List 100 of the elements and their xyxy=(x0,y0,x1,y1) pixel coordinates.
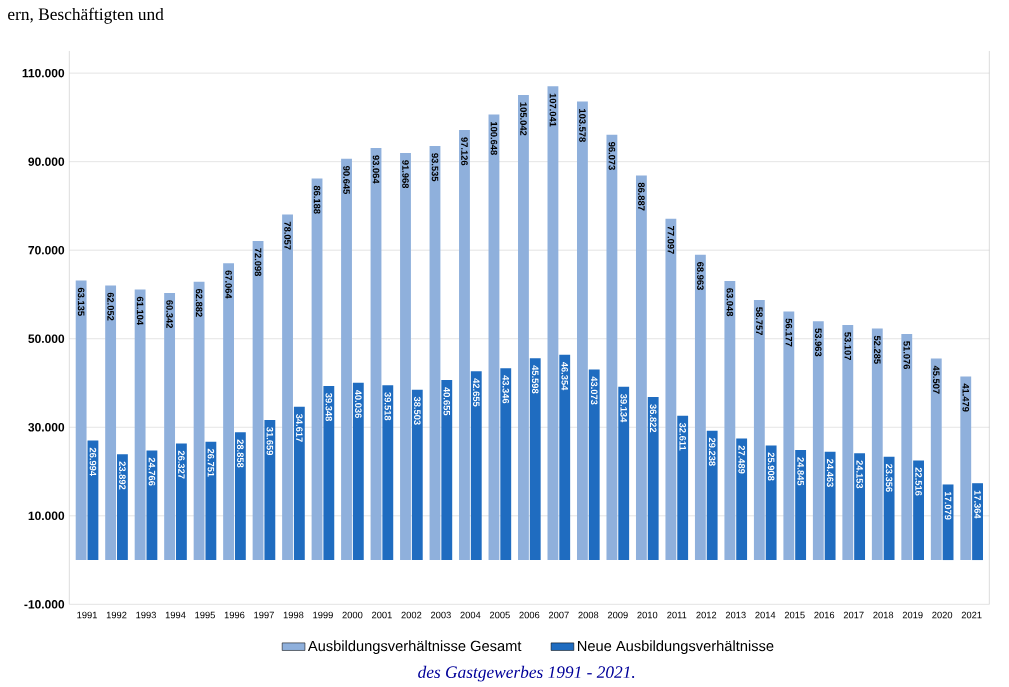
data-label: 24.153 xyxy=(856,460,863,489)
x-tick-label: 2020 xyxy=(932,611,953,619)
data-label: 45.507 xyxy=(932,365,940,394)
data-label: 51.076 xyxy=(903,341,911,370)
x-tick-label: 2016 xyxy=(814,611,835,619)
legend-label: Ausbildungsverhältnisse Gesamt xyxy=(307,640,522,655)
y-tick-label: 90.000 xyxy=(28,157,65,166)
x-tick-label: 2004 xyxy=(460,611,481,619)
data-label: 52.285 xyxy=(874,335,881,364)
legend-label: Neue Ausbildungsverhältnisse xyxy=(577,640,774,655)
data-label: 31.659 xyxy=(266,427,274,456)
bar xyxy=(588,369,600,561)
data-label: 61.104 xyxy=(136,296,144,325)
bar xyxy=(323,385,335,561)
data-label: 26.327 xyxy=(178,450,185,479)
bar xyxy=(518,95,529,561)
data-label: 42.655 xyxy=(472,378,480,407)
data-label: 36.822 xyxy=(649,404,657,433)
data-label: 77.097 xyxy=(667,226,675,254)
data-label: 24.766 xyxy=(148,457,156,486)
y-tick-label: 50.000 xyxy=(28,334,65,343)
x-tick-label: 2018 xyxy=(873,611,894,619)
data-label: 100.648 xyxy=(490,122,498,155)
y-tick-label: 30.000 xyxy=(28,423,65,432)
data-label: 90.645 xyxy=(343,166,350,195)
bar xyxy=(175,443,187,561)
bar xyxy=(647,397,659,561)
bar xyxy=(193,281,205,561)
bar xyxy=(930,358,942,561)
x-tick-label: 1996 xyxy=(224,611,245,619)
x-tick-label: 2011 xyxy=(667,611,687,619)
bar xyxy=(795,450,807,561)
x-tick-label: 2009 xyxy=(607,611,628,619)
x-tick-label: 2002 xyxy=(401,611,422,619)
bar xyxy=(694,254,706,561)
data-label: 62.052 xyxy=(107,292,114,321)
x-tick-label: 2012 xyxy=(696,611,717,619)
data-label: 28.858 xyxy=(237,439,244,468)
text: ern, Beschäftigten und xyxy=(8,7,164,24)
data-label: 46.354 xyxy=(561,361,569,391)
bar xyxy=(606,134,618,561)
bar xyxy=(264,419,276,561)
bar xyxy=(753,299,765,561)
data-label: 78.057 xyxy=(284,221,291,250)
data-label: 93.064 xyxy=(372,155,380,184)
x-tick-label: 2013 xyxy=(725,611,746,619)
x-tick-label: 2017 xyxy=(843,611,864,619)
x-tick-label: 2003 xyxy=(430,611,451,619)
bar xyxy=(459,130,470,561)
data-label: 97.126 xyxy=(461,137,468,166)
x-tick-label: 2007 xyxy=(548,611,569,619)
data-label: 107.041 xyxy=(549,93,557,127)
data-label: 25.908 xyxy=(767,452,775,481)
bar xyxy=(341,158,352,561)
data-label: 40.655 xyxy=(443,387,451,416)
data-label: 41.479 xyxy=(962,383,970,412)
data-label: 43.073 xyxy=(590,376,598,405)
bar xyxy=(411,389,423,561)
data-label: 17.364 xyxy=(974,490,981,519)
bar xyxy=(282,214,293,561)
data-label: 27.489 xyxy=(738,445,745,474)
bar xyxy=(205,441,217,561)
bar xyxy=(901,333,913,561)
data-label: 63.135 xyxy=(77,287,85,316)
x-tick-label: 1994 xyxy=(165,611,186,619)
y-tick-label: 70.000 xyxy=(28,245,65,255)
bar xyxy=(488,114,500,561)
data-label: 53.107 xyxy=(844,332,852,361)
x-tick-label: 2010 xyxy=(637,611,658,619)
bar xyxy=(913,460,924,561)
data-label: 40.036 xyxy=(355,389,362,418)
data-label: 24.845 xyxy=(797,457,804,486)
x-tick-label: 1991 xyxy=(77,611,97,619)
x-tick-label: 1997 xyxy=(254,611,274,619)
bar xyxy=(871,328,883,561)
bar xyxy=(960,376,972,561)
bar xyxy=(854,453,866,561)
bar xyxy=(223,263,234,561)
data-label: 17.079 xyxy=(944,491,952,520)
data-label: 26.751 xyxy=(207,448,215,477)
bar xyxy=(842,324,854,561)
x-tick-label: 2021 xyxy=(961,611,982,619)
x-tick-label: 1992 xyxy=(106,611,127,619)
data-label: 26.994 xyxy=(89,447,97,476)
bar xyxy=(234,432,246,561)
bar xyxy=(812,321,824,561)
data-label: 22.516 xyxy=(915,467,922,496)
data-label: 39.134 xyxy=(620,393,627,423)
data-label: 23.356 xyxy=(885,463,893,492)
bar xyxy=(635,175,647,561)
x-tick-label: 2001 xyxy=(371,611,392,619)
x-tick-label: 2006 xyxy=(519,611,540,619)
x-tick-label: 1998 xyxy=(283,611,304,619)
data-label: 45.598 xyxy=(531,365,539,394)
bar xyxy=(134,289,146,561)
data-label: 86.887 xyxy=(638,182,645,211)
bar xyxy=(429,146,441,561)
bar xyxy=(765,445,777,561)
data-label: 63.048 xyxy=(726,288,734,317)
x-tick-label: 1995 xyxy=(195,611,215,619)
